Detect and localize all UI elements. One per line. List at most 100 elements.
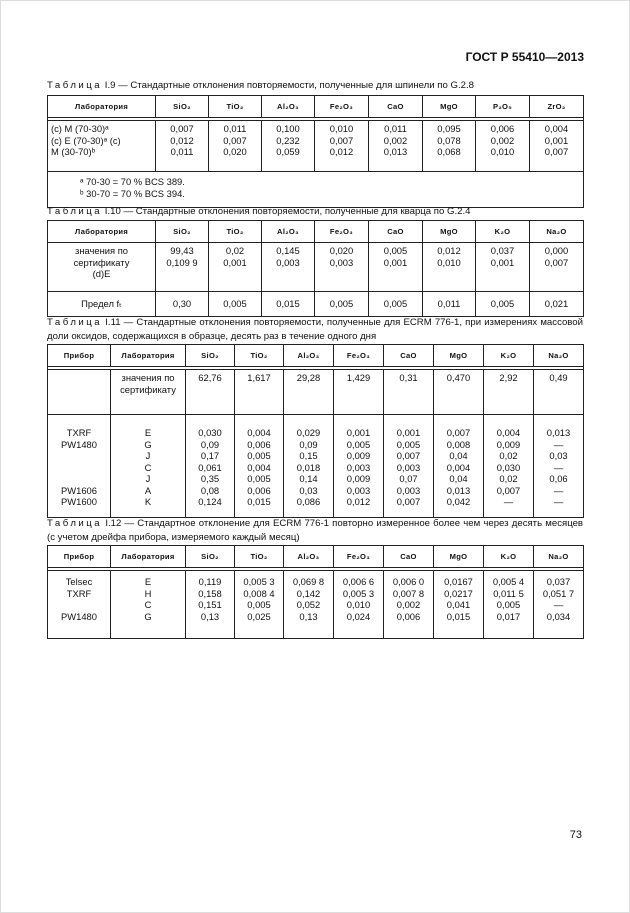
value-cell: 0,015: [261, 291, 315, 317]
column-header: Прибор: [47, 545, 111, 568]
column-header: Fe₂O₃: [333, 344, 384, 367]
value-cell: 0,001 0,005 0,009 0,003 0,009 0,003 0,01…: [333, 414, 384, 518]
value-cell: 0,011: [422, 291, 476, 317]
value-cell: 0,004 0,009 0,02 0,030 0,02 0,007 —: [483, 414, 534, 518]
value-cell: 0,470: [433, 369, 484, 415]
value-cell: 0,069 8 0,142 0,052 0,13: [283, 570, 334, 639]
table-row: Telsec TXRF PW1480 E H C G 0,119 0,158 0,1…: [47, 570, 584, 639]
value-cell: 0,000 0,007: [529, 242, 584, 292]
caption-text: I.9 — Стандартные отклонения повторяемос…: [104, 80, 474, 91]
value-cell: 1,617: [234, 369, 284, 415]
value-cell: E H C G: [110, 570, 186, 639]
column-header: TiO₂: [234, 545, 284, 568]
row-label-cell: Предел fₜ: [47, 291, 156, 317]
value-cell: 0,007 0,012 0,011: [155, 120, 209, 172]
table-row: Предел fₜ 0,30 0,005 0,015 0,005 0,005 0,011 0,…: [47, 291, 584, 317]
column-header: MgO: [422, 220, 476, 243]
table-caption: Таблица I.10 — Стандартные отклонения по…: [47, 205, 583, 219]
column-header: Лаборатория: [47, 220, 156, 243]
value-cell: 0,005 0,001: [368, 242, 423, 292]
column-header: TiO₂: [208, 95, 262, 118]
column-header: CaO: [368, 95, 423, 118]
value-cell: 0,011 0,007 0,020: [208, 120, 262, 172]
value-cell: 0,30: [155, 291, 209, 317]
column-header: P₂O₅: [475, 95, 530, 118]
column-header: SiO₂: [185, 545, 235, 568]
value-cell: 0,001 0,005 0,007 0,003 0,07 0,003 0,007: [383, 414, 434, 518]
column-header: Al₂O₃: [261, 95, 315, 118]
footnotes: ᵃ 70-30 = 70 % BCS 389. ᵇ 30-70 = 70 % B…: [47, 171, 584, 208]
value-cell: 0,010 0,007 0,012: [314, 120, 369, 172]
column-header: CaO: [383, 545, 434, 568]
column-header: MgO: [422, 95, 476, 118]
value-cell: 0,31: [383, 369, 434, 415]
value-cell: 62,76: [185, 369, 235, 415]
caption-text: I.12 — Стандартное отклонение для ECRM 7…: [47, 518, 584, 543]
table-caption: Таблица I.12 — Стандартное отклонение дл…: [47, 517, 583, 545]
column-header: Na₂O: [533, 545, 584, 568]
value-cell: 0,006 0,002 0,010: [475, 120, 530, 172]
value-cell: 0,004 0,001 0,007: [529, 120, 584, 172]
value-cell: 0,119 0,158 0,151 0,13: [185, 570, 235, 639]
column-header: CaO: [383, 344, 434, 367]
value-cell: 2,92: [483, 369, 534, 415]
value-cell: 0,020 0,003: [314, 242, 369, 292]
column-header: Лаборатория: [110, 344, 186, 367]
table-i10: Лаборатория SiO₂ TiO₂ Al₂O₃ Fe₂O₃ CaO MgO K₂O Na…: [47, 220, 584, 317]
value-cell: 0,005: [314, 291, 369, 317]
value-cell: 29,28: [283, 369, 334, 415]
table-i9: Лаборатория SiO₂ TiO₂ Al₂O₃ Fe₂O₃ CaO MgO P₂O₅ Z…: [47, 95, 584, 208]
column-header: SiO₂: [155, 220, 209, 243]
column-header: Na₂O: [529, 220, 584, 243]
value-cell: 0,005 3 0,008 4 0,005 0,025: [234, 570, 284, 639]
table-i11: Прибор Лаборатория SiO₂ TiO₂ Al₂O₃ Fe₂O₃ CaO Mg…: [47, 344, 584, 518]
column-header: CaO: [368, 220, 423, 243]
caption-word: Таблица: [47, 518, 103, 529]
value-cell: 0,145 0,003: [261, 242, 315, 292]
caption-word: Таблица: [47, 80, 103, 91]
value-cell: 0,011 0,002 0,013: [368, 120, 423, 172]
table-caption: Таблица I.9 — Стандартные отклонения пов…: [47, 79, 583, 93]
table-i12: Прибор Лаборатория SiO₂ TiO₂ Al₂O₃ Fe₂O₃ CaO Mg…: [47, 545, 584, 639]
value-cell: 0,004 0,006 0,005 0,004 0,005 0,006 0,01…: [234, 414, 284, 518]
column-header: Al₂O₃: [283, 344, 334, 367]
column-header: MgO: [433, 545, 484, 568]
caption-text: I.11 — Стандартные отклонения повторяемо…: [47, 317, 583, 342]
row-label-cell: Telsec TXRF PW1480: [47, 570, 111, 639]
value-cell: 0,006 0 0,007 8 0,002 0,006: [383, 570, 434, 639]
value-cell: 0,021: [529, 291, 584, 317]
column-header: Fe₂O₃: [333, 545, 384, 568]
value-cell: 0,100 0,232 0,059: [261, 120, 315, 172]
header-row: Прибор Лаборатория SiO₂ TiO₂ Al₂O₃ Fe₂O₃ CaO Mg…: [47, 545, 584, 568]
column-header: K₂O: [483, 344, 534, 367]
value-cell: значения по сертификату: [110, 369, 186, 415]
column-header: Лаборатория: [47, 95, 156, 118]
header-row: Прибор Лаборатория SiO₂ TiO₂ Al₂O₃ Fe₂O₃ CaO Mg…: [47, 344, 584, 367]
row-label-cell: TXRF PW1480 PW1606 PW1600: [47, 414, 111, 518]
footnotes-row: ᵃ 70-30 = 70 % BCS 389. ᵇ 30-70 = 70 % B…: [47, 171, 584, 208]
table-row: TXRF PW1480 PW1606 PW1600 E G J C J A K 0,…: [47, 414, 584, 518]
column-header: Fe₂O₃: [314, 220, 369, 243]
column-header: SiO₂: [185, 344, 235, 367]
value-cell: 1,429: [333, 369, 384, 415]
column-header: MgO: [433, 344, 484, 367]
row-label-cell: [47, 369, 111, 415]
column-header: Прибор: [47, 344, 111, 367]
value-cell: 0,0167 0,0217 0,041 0,015: [433, 570, 484, 639]
column-header: ZrO₂: [529, 95, 584, 118]
value-cell: 99,43 0,109 9: [155, 242, 209, 292]
value-cell: 0,005: [368, 291, 423, 317]
column-header: TiO₂: [234, 344, 284, 367]
page-number: 73: [569, 829, 582, 841]
document-code: ГОСТ Р 55410—2013: [465, 50, 584, 64]
value-cell: 0,029 0,09 0,15 0,018 0,14 0,03 0,086: [283, 414, 334, 518]
column-header: K₂O: [483, 545, 534, 568]
value-cell: 0,030 0,09 0,17 0,061 0,35 0,08 0,124: [185, 414, 235, 518]
column-header: Na₂O: [533, 344, 584, 367]
row-label-cell: значения по сертификату (d)E: [47, 242, 156, 292]
table-row: (с) M (70-30)ᵃ (с) E (70-30)ᵃ (с) M (30-…: [47, 120, 584, 172]
column-header: K₂O: [475, 220, 530, 243]
caption-text: I.10 — Стандартные отклонения повторяемо…: [104, 206, 471, 217]
value-cell: 0,005: [475, 291, 530, 317]
caption-word: Таблица: [47, 317, 103, 328]
